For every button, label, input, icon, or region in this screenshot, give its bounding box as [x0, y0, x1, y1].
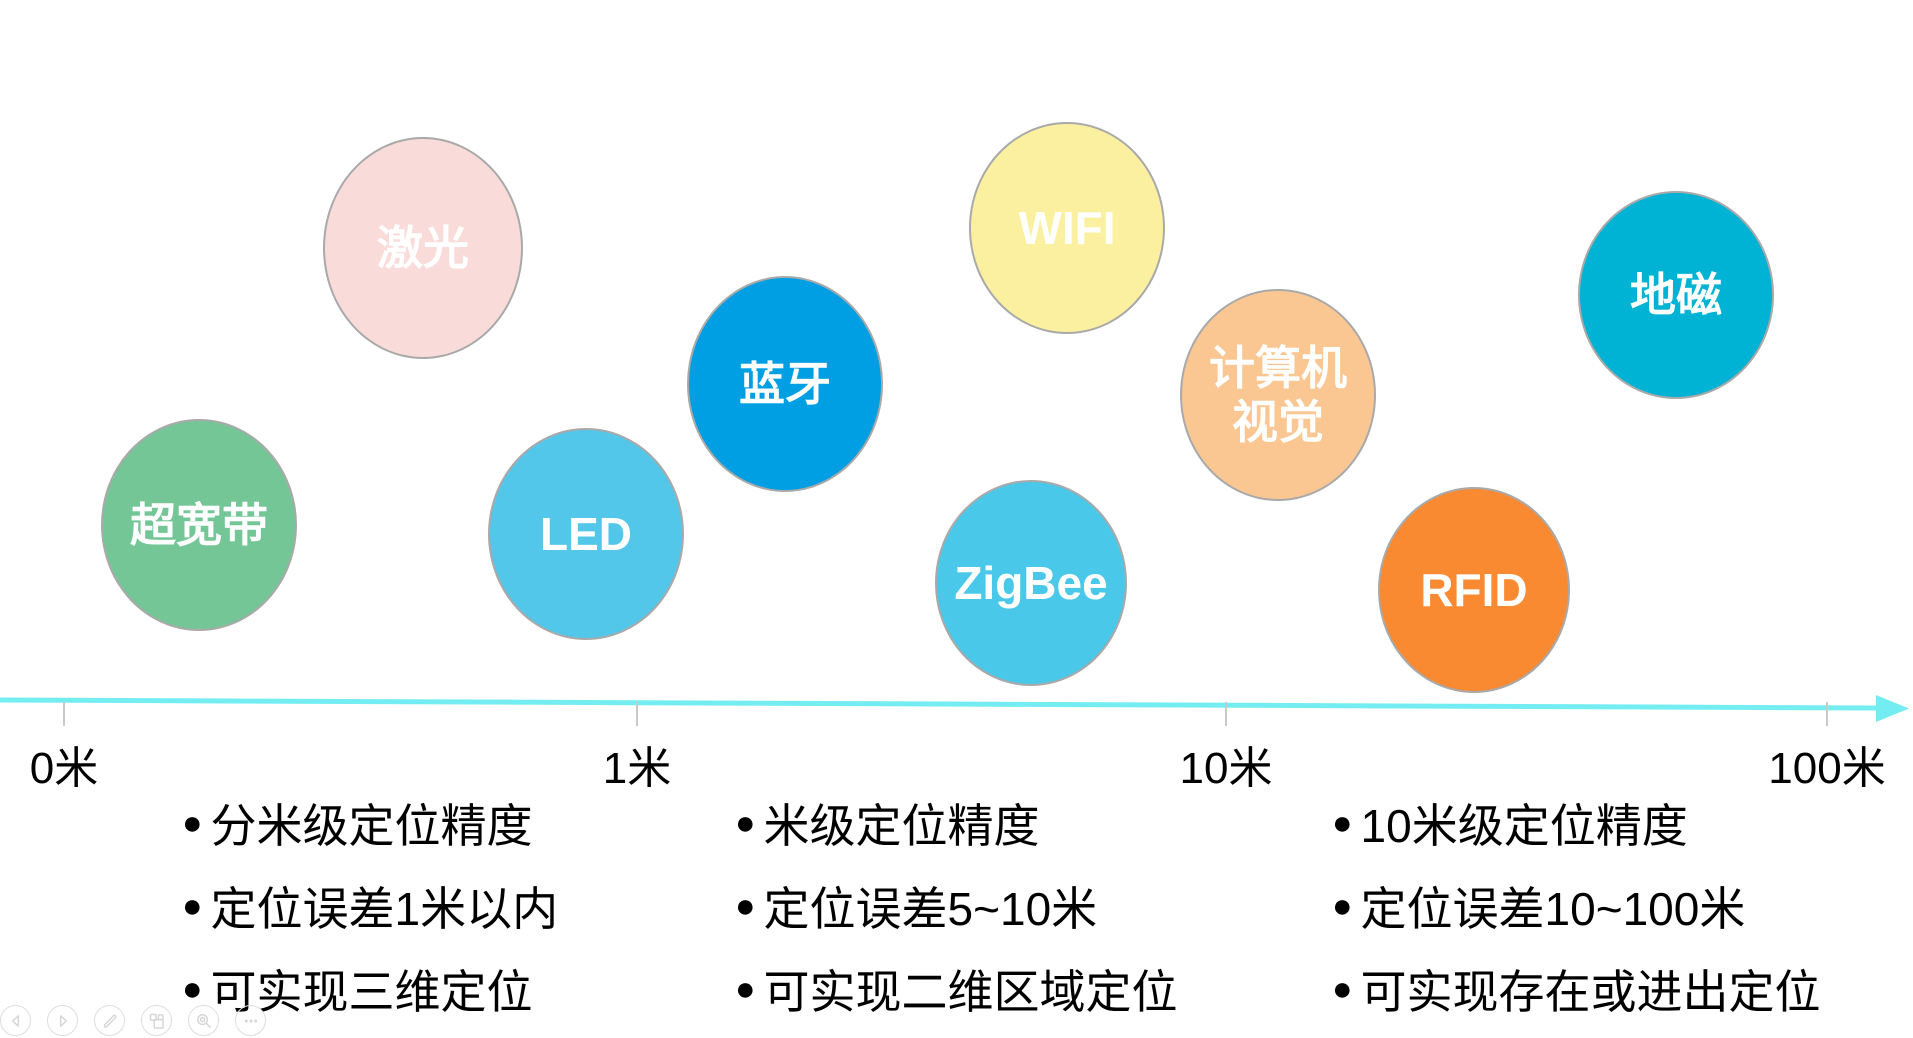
bubble-laser: 激光 — [323, 137, 523, 359]
note-item: ● 米级定位精度 — [735, 797, 1178, 852]
axis-tick-label-0m: 0米 — [29, 744, 99, 793]
bullet-icon: ● — [1332, 970, 1353, 1008]
axis-tick-100m — [1826, 702, 1828, 726]
note-item: ● 分米级定位精度 — [182, 797, 558, 852]
slide-panel-button[interactable] — [141, 1005, 172, 1036]
axis-arrowhead — [1876, 695, 1909, 722]
bullet-icon: ● — [182, 970, 203, 1008]
next-arrow-icon — [59, 1014, 67, 1027]
bubble-uwb: 超宽带 — [101, 419, 297, 631]
bubble-wifi: WIFI — [969, 122, 1165, 334]
axis-tick-1m — [636, 702, 638, 726]
note-text: 可实现三维定位 — [210, 966, 533, 1018]
pen-icon — [103, 1014, 117, 1028]
note-column-decimeter: ● 分米级定位精度 ● 定位误差1米以内 ● 可实现三维定位 — [182, 797, 558, 1038]
note-item: ● 10米级定位精度 — [1332, 797, 1821, 852]
bubble-geomagnetic: 地磁 — [1578, 191, 1774, 399]
note-text: 米级定位精度 — [763, 800, 1040, 852]
note-text: 分米级定位精度 — [210, 800, 533, 852]
note-text: 定位误差10~100米 — [1360, 883, 1746, 935]
note-item: ● 可实现三维定位 — [182, 963, 558, 1018]
note-column-meter: ● 米级定位精度 ● 定位误差5~10米 ● 可实现二维区域定位 — [735, 797, 1178, 1038]
axis-line — [0, 697, 1879, 711]
note-item: ● 可实现存在或进出定位 — [1332, 963, 1821, 1018]
bubble-led: LED — [488, 428, 684, 640]
axis-tick-10m — [1225, 702, 1227, 726]
magnifier-icon — [196, 1013, 211, 1028]
note-item: ● 定位误差5~10米 — [735, 880, 1178, 935]
bullet-icon: ● — [182, 887, 203, 925]
bubble-bluetooth: 蓝牙 — [687, 276, 883, 492]
bubble-zigbee: ZigBee — [935, 480, 1127, 686]
bullet-icon: ● — [1332, 804, 1353, 842]
bullet-icon: ● — [735, 804, 756, 842]
note-text: 可实现二维区域定位 — [763, 966, 1178, 1018]
more-options-button[interactable] — [235, 1005, 266, 1036]
bullet-icon: ● — [182, 804, 203, 842]
zoom-button[interactable] — [188, 1005, 219, 1036]
axis-tick-label-1m: 1米 — [602, 744, 672, 793]
note-text: 10米级定位精度 — [1360, 800, 1688, 852]
bullet-icon: ● — [735, 970, 756, 1008]
axis-tick-label-100m: 100米 — [1768, 744, 1886, 793]
bullet-icon: ● — [1332, 887, 1353, 925]
note-text: 定位误差5~10米 — [763, 883, 1098, 935]
note-item: ● 定位误差10~100米 — [1332, 880, 1821, 935]
playback-toolbar — [0, 1005, 266, 1036]
note-item: ● 可实现二维区域定位 — [735, 963, 1178, 1018]
annotate-pen-button[interactable] — [94, 1005, 125, 1036]
axis-tick-0m — [63, 702, 65, 726]
slides-icon — [149, 1013, 164, 1029]
axis-tick-label-10m: 10米 — [1179, 744, 1273, 793]
bubble-rfid: RFID — [1378, 487, 1570, 693]
bullet-icon: ● — [735, 887, 756, 925]
note-item: ● 定位误差1米以内 — [182, 880, 558, 935]
note-column-ten-meter: ● 10米级定位精度 ● 定位误差10~100米 ● 可实现存在或进出定位 — [1332, 797, 1821, 1038]
ellipsis-icon — [244, 1019, 257, 1022]
note-text: 定位误差1米以内 — [210, 883, 559, 935]
note-text: 可实现存在或进出定位 — [1360, 966, 1821, 1018]
prev-arrow-icon — [11, 1014, 19, 1027]
previous-slide-button[interactable] — [0, 1005, 31, 1036]
next-slide-button[interactable] — [47, 1005, 78, 1036]
bubble-computer-vision: 计算机 视觉 — [1180, 289, 1376, 501]
